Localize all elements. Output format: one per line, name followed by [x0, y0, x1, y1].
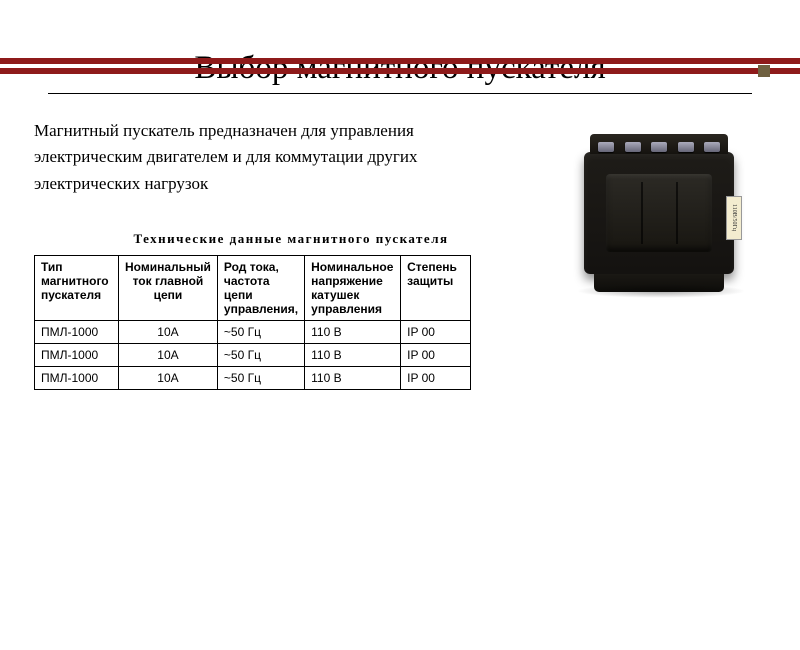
table-header-cell: Номинальный ток главной цепи — [119, 256, 218, 321]
table-cell: 10А — [119, 321, 218, 344]
contactor-label-tag: 110В/50Гц — [726, 196, 742, 240]
table-cell: ПМЛ-1000 — [35, 367, 119, 390]
table-cell: ~50 Гц — [217, 321, 304, 344]
table-header-row: Тип магнитного пускателяНоминальный ток … — [35, 256, 471, 321]
stripe-square-icon — [758, 65, 770, 77]
table-cell: 10А — [119, 367, 218, 390]
table-cell: 110 В — [305, 367, 401, 390]
left-column: Магнитный пускатель предназначен для упр… — [34, 118, 548, 390]
table-cell: IP 00 — [401, 344, 471, 367]
table-cell: 110 В — [305, 344, 401, 367]
contactor-face — [606, 174, 712, 252]
content-area: Магнитный пускатель предназначен для упр… — [0, 118, 800, 390]
table-cell: ПМЛ-1000 — [35, 344, 119, 367]
table-cell: ~50 Гц — [217, 367, 304, 390]
table-body: ПМЛ-100010А~50 Гц110 ВIP 00ПМЛ-100010А~5… — [35, 321, 471, 390]
table-cell: 10А — [119, 344, 218, 367]
description-line: электрическим двигателем и для коммутаци… — [34, 144, 548, 170]
table-row: ПМЛ-100010А~50 Гц110 ВIP 00 — [35, 344, 471, 367]
table-header-cell: Род тока, частота цепи управления, — [217, 256, 304, 321]
right-column: 110В/50Гц — [566, 118, 766, 390]
description-line: электрических нагрузок — [34, 171, 548, 197]
table-cell: ПМЛ-1000 — [35, 321, 119, 344]
table-cell: IP 00 — [401, 321, 471, 344]
description-text: Магнитный пускатель предназначен для упр… — [34, 118, 548, 197]
contactor-shadow — [576, 284, 746, 298]
table-row: ПМЛ-100010А~50 Гц110 ВIP 00 — [35, 367, 471, 390]
contactor-illustration: 110В/50Гц — [566, 122, 756, 302]
description-line: Магнитный пускатель предназначен для упр… — [34, 118, 548, 144]
title-underline — [48, 93, 752, 94]
stripe-1 — [0, 58, 800, 64]
contactor-terminals — [598, 142, 720, 152]
table-cell: 110 В — [305, 321, 401, 344]
table-header-cell: Тип магнитного пускателя — [35, 256, 119, 321]
table-header-cell: Степень защиты — [401, 256, 471, 321]
specs-table: Тип магнитного пускателяНоминальный ток … — [34, 255, 471, 390]
table-cell: ~50 Гц — [217, 344, 304, 367]
table-cell: IP 00 — [401, 367, 471, 390]
decorative-stripes — [0, 58, 800, 78]
contactor-body: 110В/50Гц — [584, 152, 734, 274]
table-caption: Технические данные магнитного пускателя — [34, 231, 548, 247]
stripe-2 — [0, 68, 800, 74]
table-header-cell: Номинальное напряжение катушек управлени… — [305, 256, 401, 321]
table-row: ПМЛ-100010А~50 Гц110 ВIP 00 — [35, 321, 471, 344]
